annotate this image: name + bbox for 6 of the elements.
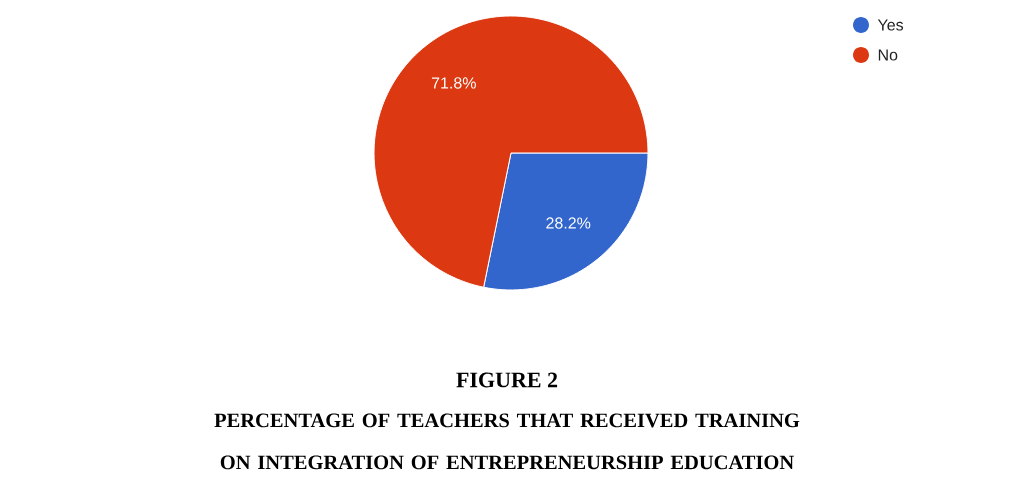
legend-label: Yes	[877, 19, 904, 31]
text: PERCENTAGE OF TEACHERS THAT RECEIVED TRAINING ON INTEGRATION OF ENTREPRENEURSHIP EDUCATION	[214, 413, 800, 470]
data-label: 28.2%	[546, 217, 591, 229]
data-label: 71.8%	[431, 77, 476, 89]
legend-label: No	[878, 49, 898, 61]
text: FIGURE 2	[456, 372, 558, 388]
